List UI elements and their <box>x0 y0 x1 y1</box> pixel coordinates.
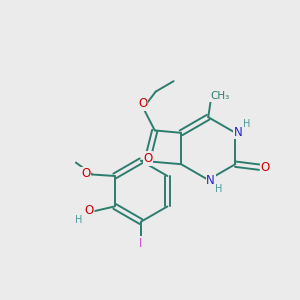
Text: H: H <box>215 184 222 194</box>
Text: N: N <box>206 174 215 187</box>
Text: H: H <box>243 119 250 130</box>
Text: O: O <box>84 204 93 218</box>
Text: O: O <box>261 161 270 174</box>
Text: O: O <box>81 167 90 180</box>
Text: CH₃: CH₃ <box>210 91 229 101</box>
Text: O: O <box>139 97 148 110</box>
Text: I: I <box>140 237 143 250</box>
Text: O: O <box>143 152 153 165</box>
Text: H: H <box>75 215 83 225</box>
Text: N: N <box>233 126 242 139</box>
